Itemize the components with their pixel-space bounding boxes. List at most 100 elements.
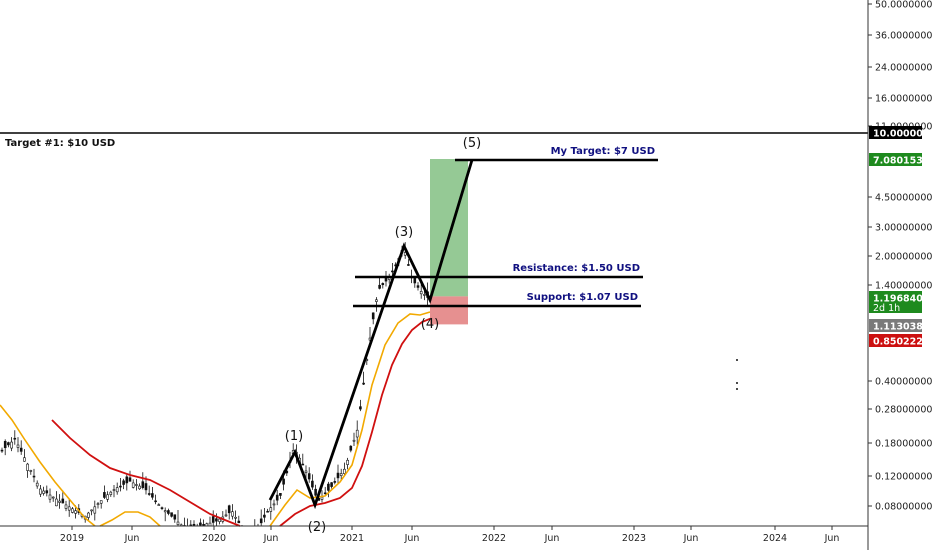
candle-body [67, 506, 71, 511]
y-tick-label: 50.00000000 [875, 0, 932, 11]
candle-body [160, 507, 164, 509]
x-tick-label: Jun [404, 533, 420, 544]
candle-body [58, 500, 61, 503]
level-label: My Target: $7 USD [551, 146, 655, 157]
x-tick-label: 2019 [60, 533, 84, 544]
candle-body [151, 493, 154, 498]
candle-body [215, 518, 218, 522]
price-badge-label: 0.85022294 [873, 337, 932, 348]
candle-body [381, 283, 385, 286]
target-1-label: Target #1: $10 USD [5, 138, 115, 149]
candle-body [259, 518, 263, 524]
wave-label: (4) [421, 317, 439, 332]
y-tick-label: 4.50000000 [875, 193, 932, 204]
candle-body [173, 514, 177, 520]
price-badge-label: 7.08015384 [873, 156, 932, 167]
candle-body [311, 480, 314, 488]
x-tick-label: 2024 [763, 533, 787, 544]
elliott-wave-path [268, 159, 474, 510]
price-badge-label: 1.11303811 [873, 322, 932, 333]
y-tick-label: 16.00000000 [875, 94, 932, 105]
plot-area[interactable] [0, 242, 433, 527]
candle-body [138, 485, 141, 490]
time-axis[interactable]: 2019 Jun 2020 Jun 2021 Jun 2022 Jun 2023 Jun 2024 J… [0, 525, 868, 544]
candle-body [275, 494, 279, 501]
candle-body [323, 492, 327, 495]
x-tick-label: Jun [263, 533, 279, 544]
candle-body [362, 382, 365, 385]
candle-body [352, 439, 356, 442]
y-tick-label: 0.12000000 [875, 472, 932, 483]
ema-fast-mid [99, 511, 161, 527]
ema-fast-right [269, 311, 431, 527]
candle-body [378, 284, 381, 289]
price-axis[interactable]: 50.00000000 36.00000000 24.00000000 16.0000… [867, 0, 932, 550]
candle-body [93, 506, 97, 514]
candle-body [349, 445, 353, 451]
wave-label: (1) [285, 429, 303, 444]
candle-body [90, 509, 93, 512]
candle-body [346, 459, 349, 465]
level-label: Support: $1.07 USD [527, 292, 638, 303]
candle-body [355, 429, 359, 438]
candle-body [147, 493, 151, 495]
candle-body [375, 299, 378, 302]
y-tick-label: 24.00000000 [875, 63, 932, 74]
price-badge-label: 10.00000000 [873, 129, 932, 140]
candle-body [64, 504, 68, 509]
candle-body [282, 478, 285, 485]
candle-body [48, 494, 52, 500]
wave-label: (3) [395, 225, 413, 240]
candle-body [407, 264, 410, 266]
price-badge-label: 1.19684077 [873, 294, 932, 305]
candle-body [272, 503, 276, 506]
candle-body [423, 294, 426, 296]
candle-body [211, 516, 215, 523]
price-badge [869, 126, 922, 139]
x-tick-label: Jun [544, 533, 560, 544]
price-badge-countdown: 2d 1h [873, 303, 900, 314]
candle-body [224, 514, 228, 517]
candle-body [3, 441, 7, 449]
candle-body [333, 481, 337, 483]
candle-body [96, 503, 100, 505]
y-tick-label: 0.08000000 [875, 502, 932, 513]
candle-body [10, 441, 13, 449]
candle-body [23, 457, 26, 462]
x-tick-label: Jun [824, 533, 840, 544]
candle-body [141, 481, 145, 488]
candle-body [391, 270, 394, 273]
candle-body [13, 437, 17, 440]
price-badge [869, 153, 922, 166]
candle-body [61, 498, 65, 504]
x-tick-label: 2021 [340, 533, 364, 544]
reward-zone [430, 159, 468, 297]
candle-body [416, 285, 420, 288]
drawing-overlays: Target #1: $10 USD My Target: $7 USD Resis… [0, 132, 868, 535]
marker-dot [736, 388, 738, 390]
ema-slow-left [51, 419, 241, 527]
x-tick-label: Jun [124, 533, 140, 544]
y-tick-label: 0.18000000 [875, 439, 932, 450]
risk-zone [430, 296, 468, 325]
candles [0, 242, 433, 527]
wave-label: (2) [308, 520, 326, 535]
candle-body [279, 493, 282, 496]
candle-body [39, 488, 42, 495]
y-tick-label: 3.00000000 [875, 223, 932, 234]
candle-body [167, 510, 170, 514]
candle-body [125, 476, 129, 484]
candle-body [339, 473, 343, 476]
candle-body [266, 510, 269, 513]
candle-body [231, 511, 234, 517]
ema-fast-left [0, 404, 96, 527]
candle-body [74, 510, 77, 514]
candle-body [343, 468, 346, 474]
candle-body [263, 514, 266, 518]
candle-body [144, 483, 148, 491]
marker-dot [736, 359, 738, 361]
candle-body [157, 504, 161, 506]
candle-body [131, 482, 135, 488]
candle-body [45, 490, 49, 494]
